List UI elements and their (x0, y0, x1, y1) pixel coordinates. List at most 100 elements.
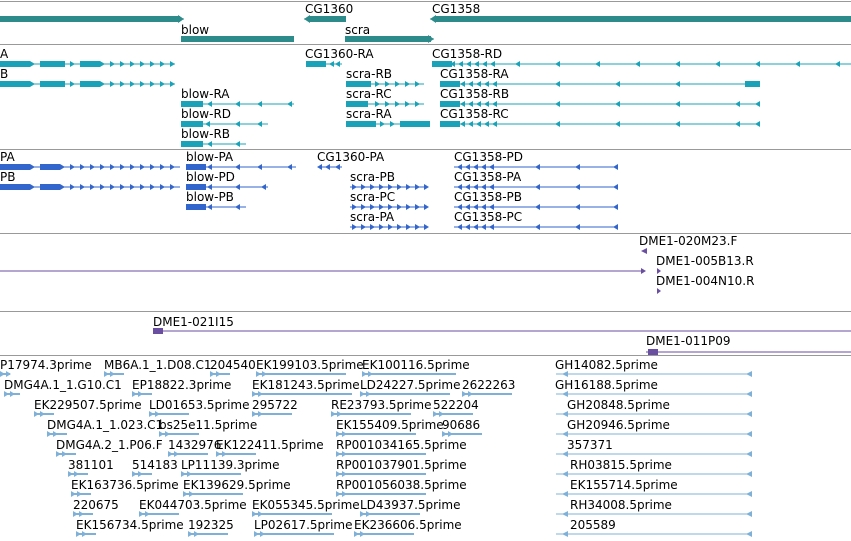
transcript-label[interactable]: CG1358-RC (440, 107, 509, 121)
transcript-label[interactable]: scra-RB (346, 67, 393, 81)
gene-label-blow[interactable]: blow (181, 23, 210, 37)
est-label[interactable]: EK044703.5prime (139, 498, 247, 512)
clone-label[interactable]: DME1-021I15 (153, 315, 234, 329)
protein-label[interactable]: blow-PB (186, 190, 234, 204)
est-label[interactable]: RP001056038.5prime (336, 478, 467, 492)
protein-label[interactable]: blow-PD (186, 170, 235, 184)
est-label[interactable]: DMG4A.1_1.023.C1 (47, 418, 164, 432)
est-label[interactable]: 1432976 (168, 438, 222, 452)
transcript-label[interactable]: scra-RA (346, 107, 392, 121)
est-label[interactable]: EK163736.5prime (71, 478, 179, 492)
strand-arrow (484, 121, 489, 127)
clone-label[interactable]: DME1-004N10.R (656, 274, 755, 288)
est-label[interactable]: EK155714.5prime (570, 478, 678, 492)
strand-arrow (261, 184, 266, 190)
protein-label[interactable]: scra-PC (350, 190, 396, 204)
transcript-label[interactable]: B (0, 67, 9, 81)
protein-label[interactable]: CG1358-PC (454, 210, 523, 224)
est-label[interactable]: RH34008.5prime (570, 498, 672, 512)
est-label[interactable]: bs25e11.5prime (159, 418, 258, 432)
est-label[interactable]: EP18822.3prime (132, 378, 232, 392)
strand-arrow (56, 451, 61, 457)
est-label[interactable]: DMG4A.2_1.P06.F (56, 438, 163, 452)
strand-arrow (336, 491, 341, 497)
est-label[interactable]: EK139629.5prime (183, 478, 291, 492)
transcript-label[interactable]: CG1358-RB (440, 87, 510, 101)
clone-label[interactable]: DME1-011P09 (646, 334, 731, 348)
est-label[interactable]: 204540 (210, 358, 256, 372)
est-label[interactable]: 357371 (567, 438, 613, 452)
transcript-label[interactable]: A (0, 47, 9, 61)
est-label[interactable]: EK229507.5prime (34, 398, 142, 412)
protein-label[interactable]: PB (0, 170, 16, 184)
est-label[interactable]: MB6A.1_1.D08.C1 (104, 358, 212, 372)
est-label[interactable]: EK156734.5prime (76, 518, 184, 532)
strand-arrow (473, 224, 478, 230)
transcript-label[interactable]: CG1358-RD (432, 47, 503, 61)
protein-label[interactable]: blow-PA (186, 150, 234, 164)
est-label[interactable]: EK236606.5prime (354, 518, 462, 532)
transcript-label[interactable]: CG1358-RA (440, 67, 509, 81)
est-label[interactable]: P17974.3prime (0, 358, 92, 372)
est-label[interactable]: LD24227.5prime (360, 378, 461, 392)
est-label[interactable]: RP001034165.5prime (336, 438, 467, 452)
est-label[interactable]: 205589 (570, 518, 616, 532)
est-label[interactable]: GH20848.5prime (567, 398, 670, 412)
protein-label[interactable]: scra-PA (350, 210, 395, 224)
est-label[interactable]: DMG4A.1_1.G10.C1 (4, 378, 122, 392)
est-label[interactable]: 90686 (442, 418, 481, 432)
est-label[interactable]: 192325 (188, 518, 234, 532)
est-label[interactable]: 220675 (73, 498, 119, 512)
strand-arrow (613, 164, 618, 170)
strand-arrow (47, 431, 52, 437)
est-label[interactable]: GH14082.5prime (555, 358, 658, 372)
est-label[interactable]: EK181243.5prime (252, 378, 360, 392)
gene-label-cg1360[interactable]: CG1360 (305, 2, 354, 16)
transcript-label[interactable]: blow-RA (181, 87, 230, 101)
clone-label[interactable]: DME1-005B13.R (656, 254, 754, 268)
transcript-label[interactable]: blow-RD (181, 107, 232, 121)
strand-arrow (110, 371, 115, 377)
protein-label[interactable]: CG1358-PA (454, 170, 522, 184)
est-label[interactable]: RE23793.5prime (331, 398, 432, 412)
transcript-label[interactable]: scra-RC (346, 87, 392, 101)
strand-arrow (746, 511, 752, 517)
strand-arrow (405, 81, 410, 87)
protein-label[interactable]: CG1358-PB (454, 190, 523, 204)
strand-arrow (80, 164, 85, 170)
strand-arrow (40, 81, 45, 87)
est-label[interactable]: EK100116.5prime (362, 358, 470, 372)
est-label[interactable]: LP02617.5prime (254, 518, 353, 532)
protein-label[interactable]: PA (0, 150, 15, 164)
est-label[interactable]: RH03815.5prime (570, 458, 672, 472)
est-label[interactable]: 514183 (132, 458, 178, 472)
strand-arrow (415, 224, 420, 230)
protein-label[interactable]: CG1358-PD (454, 150, 524, 164)
est-label[interactable]: 295722 (252, 398, 298, 412)
transcript-label[interactable]: CG1360-RA (305, 47, 374, 61)
est-label[interactable]: EK122411.5prime (216, 438, 324, 452)
est-label[interactable]: LP11139.3prime (181, 458, 280, 472)
est-label[interactable]: 522204 (433, 398, 479, 412)
track-divider (0, 1, 851, 2)
est-label[interactable]: LD01653.5prime (149, 398, 250, 412)
est-label[interactable]: GH16188.5prime (555, 378, 658, 392)
transcript-label[interactable]: blow-RB (181, 127, 231, 141)
est-label[interactable]: EK155409.5prime (336, 418, 444, 432)
clone-label[interactable]: DME1-020M23.F (639, 234, 738, 248)
est-label[interactable]: 381101 (68, 458, 114, 472)
est-label[interactable]: LD43937.5prime (360, 498, 461, 512)
protein-label[interactable]: CG1360-PA (317, 150, 385, 164)
est-label[interactable]: EK055345.5prime (252, 498, 360, 512)
est-label[interactable]: GH20946.5prime (567, 418, 670, 432)
strand-arrow (235, 204, 240, 210)
gene-label-cg1358[interactable]: CG1358 (432, 2, 481, 16)
strand-arrow (490, 61, 495, 67)
protein-label[interactable]: scra-PB (350, 170, 395, 184)
strand-arrow (40, 61, 45, 67)
est-label[interactable]: RP001037901.5prime (336, 458, 467, 472)
est-label[interactable]: EK199103.5prime (256, 358, 364, 372)
est-label[interactable]: 2622263 (462, 378, 516, 392)
strand-arrow (260, 531, 265, 537)
gene-label-scra[interactable]: scra (345, 23, 371, 37)
